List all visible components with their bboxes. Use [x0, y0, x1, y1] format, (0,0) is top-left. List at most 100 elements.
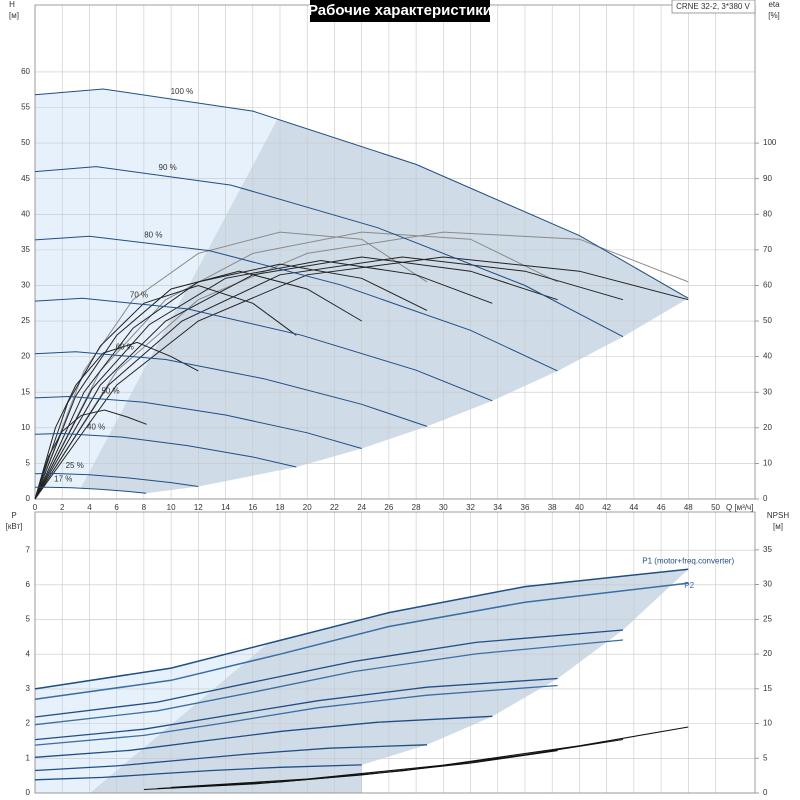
- y-tick-label: 3: [26, 684, 31, 693]
- curve: [34, 297, 493, 402]
- series-label: 100 %: [171, 87, 194, 96]
- curve: [34, 259, 493, 500]
- y2-tick-label: 100: [763, 138, 777, 147]
- series-label: 80 %: [144, 231, 162, 240]
- x-tick-label: 48: [684, 503, 693, 512]
- series-label: 17 %: [54, 475, 72, 484]
- x-tick-label: 6: [114, 503, 119, 512]
- y2-tick-label: 30: [763, 580, 772, 589]
- x-tick-label: 30: [439, 503, 448, 512]
- curve: [34, 166, 624, 338]
- x-tick-label: 2: [60, 503, 65, 512]
- y-axis-unit: [м]: [9, 11, 19, 20]
- x-tick-label: 42: [602, 503, 611, 512]
- x-tick-label: 34: [493, 503, 502, 512]
- y-tick-label: 20: [21, 352, 30, 361]
- curve: [34, 764, 362, 781]
- x-tick-label: 44: [629, 503, 638, 512]
- y-axis-label: H: [9, 0, 15, 9]
- x-tick-label: 26: [384, 503, 393, 512]
- x-tick-label: 46: [657, 503, 666, 512]
- y-tick-label: 5: [26, 459, 31, 468]
- y-tick-label: 0: [26, 494, 31, 503]
- y-tick-label: 40: [21, 209, 30, 218]
- x-tick-label: 32: [466, 503, 475, 512]
- x-axis-label: Q [м³/ч]: [726, 503, 753, 512]
- y-tick-label: 50: [21, 138, 30, 147]
- y2-tick-label: 60: [763, 281, 772, 290]
- y-tick-label: 1: [26, 753, 31, 762]
- y-tick-label: 0: [26, 788, 31, 797]
- y-tick-label: 30: [21, 281, 30, 290]
- title-box: [310, 0, 490, 22]
- y2-tick-label: 80: [763, 209, 772, 218]
- curve: [34, 639, 624, 726]
- y-tick-label: 2: [26, 719, 31, 728]
- y-tick-label: 35: [21, 245, 30, 254]
- x-tick-label: 20: [303, 503, 312, 512]
- curve: [34, 582, 689, 701]
- curve: [34, 270, 362, 500]
- series-label: 50 %: [101, 386, 119, 395]
- curve: [34, 231, 428, 500]
- y2-tick-label: 20: [763, 649, 772, 658]
- legend-label: P2: [684, 581, 694, 590]
- y2-tick-label: 15: [763, 684, 772, 693]
- curve: [34, 256, 624, 500]
- x-tick-label: 22: [330, 503, 339, 512]
- curve: [143, 750, 558, 791]
- x-tick-label: 40: [575, 503, 584, 512]
- curve: [34, 568, 689, 690]
- y2-tick-label: 0: [763, 494, 768, 503]
- annotation: CRNE 32-2, 3*380 V: [676, 2, 750, 11]
- x-tick-label: 14: [221, 503, 230, 512]
- curve: [34, 395, 362, 449]
- x-tick-label: 10: [167, 503, 176, 512]
- annotation-box: [671, 0, 756, 14]
- y-tick-label: 45: [21, 174, 30, 183]
- x-tick-label: 0: [33, 503, 38, 512]
- y2-tick-label: 5: [763, 753, 768, 762]
- y2-tick-label: 10: [763, 459, 772, 468]
- x-tick-label: 36: [521, 503, 530, 512]
- y-tick-label: 5: [26, 615, 31, 624]
- x-tick-label: 18: [276, 503, 285, 512]
- chart-title: Рабочие характеристики: [308, 2, 492, 19]
- y-axis-unit: [кВт]: [6, 522, 23, 531]
- y2-tick-label: 35: [763, 545, 772, 554]
- curve: [34, 88, 689, 299]
- series-label: 60 %: [116, 343, 134, 352]
- x-tick-label: 50: [711, 503, 720, 512]
- y-tick-label: 10: [21, 423, 30, 432]
- curve: [34, 486, 147, 494]
- curve: [34, 432, 297, 468]
- y-tick-label: 7: [26, 545, 31, 554]
- y-tick-label: 60: [21, 67, 30, 76]
- y2-axis-unit: [м]: [773, 522, 783, 531]
- series-label: 25 %: [66, 461, 84, 470]
- x-tick-label: 38: [548, 503, 557, 512]
- y2-tick-label: 0: [763, 788, 768, 797]
- x-tick-label: 16: [248, 503, 257, 512]
- y2-tick-label: 50: [763, 316, 772, 325]
- curve: [34, 351, 428, 427]
- y2-tick-label: 10: [763, 719, 772, 728]
- y-tick-label: 6: [26, 580, 31, 589]
- y-tick-label: 55: [21, 103, 30, 112]
- y2-tick-label: 25: [763, 614, 772, 623]
- series-label: 40 %: [87, 422, 105, 431]
- operating-area-main: [90, 569, 689, 793]
- x-tick-label: 4: [87, 503, 92, 512]
- curve: [34, 235, 558, 372]
- y-tick-label: 15: [21, 387, 30, 396]
- curve: [34, 744, 428, 772]
- y2-axis-label: NPSH: [767, 511, 789, 520]
- y2-tick-label: 40: [763, 352, 772, 361]
- legend-label: P1 (motor+freq.converter): [642, 556, 734, 565]
- curve: [34, 409, 147, 500]
- y2-axis-label: eta: [768, 0, 780, 9]
- curve: [34, 472, 199, 487]
- y2-axis-unit: [%]: [768, 11, 780, 20]
